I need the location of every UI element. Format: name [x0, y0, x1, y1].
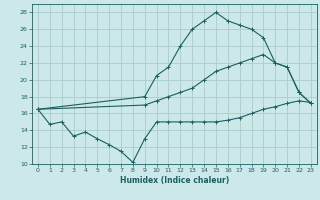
X-axis label: Humidex (Indice chaleur): Humidex (Indice chaleur)	[120, 176, 229, 185]
